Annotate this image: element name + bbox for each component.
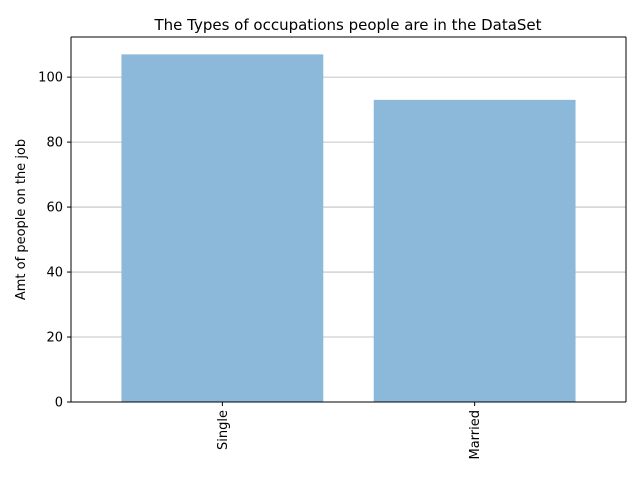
y-tick-label-4: 80 bbox=[46, 136, 63, 151]
bars bbox=[121, 54, 576, 402]
y-tick-label-1: 20 bbox=[46, 331, 63, 346]
bar-single bbox=[121, 54, 324, 402]
y-tick-label-3: 60 bbox=[46, 201, 63, 216]
axes bbox=[70, 36, 627, 403]
y-tick-label-5: 100 bbox=[38, 71, 63, 86]
y-axis-label: Amt of people on the job bbox=[14, 139, 29, 300]
y-ticks: 0 20 40 60 80 100 bbox=[38, 71, 71, 411]
chart-title: The Types of occupations people are in t… bbox=[153, 16, 541, 34]
x-tick-label-single: Single bbox=[216, 410, 231, 450]
bar-married bbox=[373, 99, 576, 402]
y-tick-label-2: 40 bbox=[46, 266, 63, 281]
x-tick-label-married: Married bbox=[468, 410, 483, 460]
y-tick-label-0: 0 bbox=[55, 396, 63, 411]
x-ticks: Single Married bbox=[216, 402, 483, 460]
